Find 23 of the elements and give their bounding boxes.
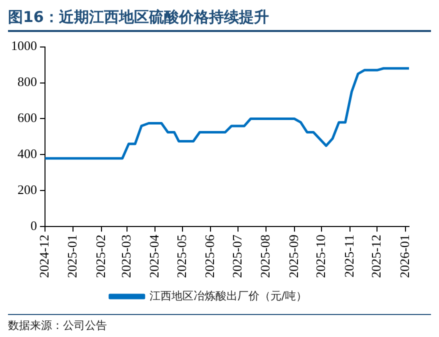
x-tick-label: 2025-12 (368, 234, 384, 278)
y-tick-label: 400 (18, 146, 37, 162)
source-note: 数据来源：公司公告 (8, 314, 431, 333)
x-tick-label: 2025-01 (64, 234, 80, 278)
y-tick-label: 200 (18, 182, 37, 198)
x-tick-label: 2025-07 (229, 234, 244, 278)
x-tick-label: 2025-03 (118, 234, 134, 278)
y-tick-label: 600 (18, 110, 37, 126)
y-tick-label: 1000 (11, 38, 37, 54)
chart-title: 图16：近期江西地区硫酸价格持续提升 (8, 8, 431, 32)
x-tick-label: 2025-08 (258, 234, 273, 278)
x-tick-label: 2025-11 (341, 234, 356, 278)
y-tick-label: 0 (30, 218, 37, 234)
x-tick-label: 2025-05 (174, 234, 189, 278)
x-tick-label: 2025-09 (286, 234, 301, 278)
x-tick-label: 2025-10 (313, 234, 328, 278)
x-tick-label: 2026-01 (396, 234, 412, 278)
legend-label: 江西地区冶炼酸出厂价（元/吨） (149, 289, 308, 302)
x-tick-label: 2025-02 (92, 234, 108, 278)
x-tick-label: 2024-12 (36, 234, 52, 278)
y-tick-label: 800 (18, 74, 37, 90)
x-tick-label: 2025-06 (202, 234, 218, 278)
x-tick-label: 2025-04 (146, 234, 162, 278)
